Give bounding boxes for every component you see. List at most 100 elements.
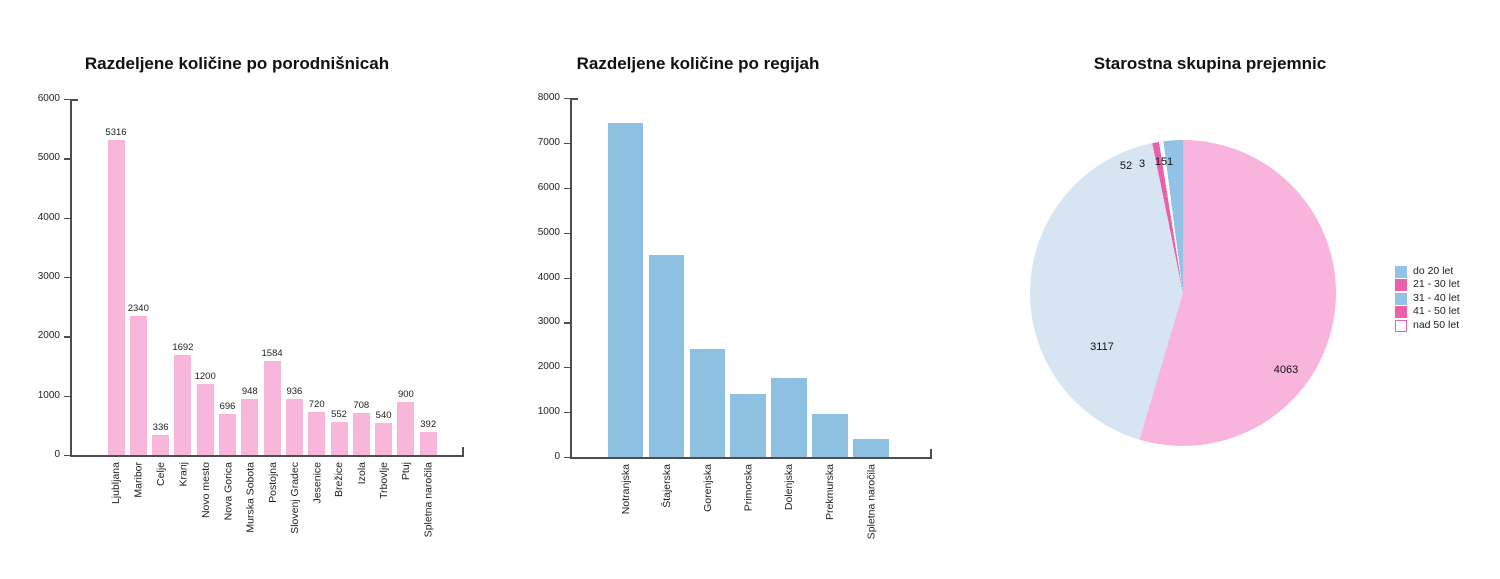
x-axis-label-text: Celje bbox=[155, 462, 168, 486]
y-tick bbox=[564, 322, 570, 324]
y-tick bbox=[564, 412, 570, 414]
y-tick-label: 2000 bbox=[537, 361, 560, 373]
y-tick bbox=[64, 277, 70, 279]
x-axis-label-text: Gorenjska bbox=[701, 464, 714, 512]
bar-plot-porodnisnice: 0 1000 2000 3000 4000 5000 6000 5316 Ljubljana 23… bbox=[0, 0, 510, 579]
y-tick-label: 0 bbox=[554, 451, 560, 462]
bar-slovenj-gradec bbox=[285, 399, 303, 455]
bar-value-label: 1200 bbox=[194, 370, 216, 382]
x-axis-label-text: Jesenice bbox=[311, 462, 324, 504]
y-tick-label: 6000 bbox=[537, 181, 560, 193]
bar-novo-mesto bbox=[196, 383, 214, 455]
bar-ljubljana bbox=[107, 139, 125, 455]
legend-label-nad-50-let: nad 50 let bbox=[1413, 318, 1460, 331]
bar-value-label: 552 bbox=[331, 409, 347, 421]
bar-value-label: 948 bbox=[241, 385, 258, 397]
bar-primorska bbox=[730, 393, 766, 457]
y-tick bbox=[564, 98, 570, 100]
y-tick-label: 6000 bbox=[37, 93, 60, 104]
chart-panel-starost: Starostna skupina prejemnic 4063 3117 52 3 1… bbox=[1000, 0, 1500, 579]
y-tick-label: 4000 bbox=[37, 211, 60, 223]
bar-jesenice bbox=[308, 412, 326, 455]
y-tick bbox=[564, 367, 570, 369]
legend-swatch-21-30-let bbox=[1395, 279, 1407, 292]
y-tick-label: 1000 bbox=[37, 389, 60, 401]
bar-value-label: 696 bbox=[219, 400, 236, 412]
y-tick bbox=[564, 142, 570, 145]
y-tick bbox=[64, 395, 70, 397]
y-tick-label: 0 bbox=[54, 449, 60, 460]
x-axis-end-cap bbox=[462, 447, 464, 457]
legend-label-do-20-let: do 20 let bbox=[1413, 265, 1454, 277]
legend-label-21-30-let: 21 - 30 let bbox=[1413, 278, 1460, 291]
pie-value-label-nad-50-let: 3 bbox=[1138, 158, 1146, 170]
legend-swatch-41-50-let bbox=[1395, 306, 1407, 319]
bar-tajerska bbox=[648, 254, 685, 457]
pie-value-label-do-20-let: 151 bbox=[1154, 156, 1174, 168]
pie-value-label-31-40-let: 3117 bbox=[1090, 341, 1114, 353]
bar-value-label: 540 bbox=[375, 409, 392, 421]
bar-value-label: 1692 bbox=[172, 341, 194, 353]
x-axis-label-text: Dolenjska bbox=[783, 464, 796, 511]
legend-label-31-40-let: 31 - 40 let bbox=[1413, 291, 1460, 304]
bar-spletna-naro-ila bbox=[419, 431, 437, 455]
x-axis-label-text: Postojna bbox=[266, 462, 279, 503]
pie-value-label-41-50-let: 52 bbox=[1119, 160, 1133, 172]
legend-swatch-31-40-let bbox=[1395, 292, 1407, 305]
y-axis bbox=[570, 98, 572, 457]
legend-swatch-nad-50-let bbox=[1395, 319, 1407, 332]
chart-panel-porodnisnice: Razdeljene količine po porodnišnicah 0 10… bbox=[0, 0, 510, 579]
x-axis-end-cap bbox=[930, 449, 932, 459]
bar-notranjska bbox=[607, 123, 644, 457]
x-axis-label-text: Nova Gorica bbox=[222, 462, 234, 521]
chart-title-porodnisnice: Razdeljene količine po porodnišnicah bbox=[84, 54, 390, 74]
bar-value-label: 2340 bbox=[127, 303, 149, 315]
legend-swatch-do-20-let bbox=[1395, 266, 1407, 278]
bar-ptuj bbox=[397, 401, 415, 455]
x-axis-label-text: Murska Sobota bbox=[244, 462, 257, 533]
x-axis-label-text: Notranjska bbox=[620, 464, 632, 515]
x-axis-label-text: Prekmurska bbox=[824, 464, 837, 521]
x-axis-label-text: Brežice bbox=[333, 462, 346, 498]
x-axis-label-text: Spletna naročila bbox=[422, 462, 435, 538]
y-tick bbox=[564, 232, 570, 234]
bar-izola bbox=[352, 412, 370, 455]
y-tick bbox=[64, 158, 70, 160]
y-tick-label: 5000 bbox=[37, 152, 60, 164]
bar-trbovlje bbox=[375, 422, 393, 455]
y-tick bbox=[64, 455, 70, 457]
bar-murska-sobota bbox=[241, 398, 259, 455]
bar-value-label: 708 bbox=[353, 399, 370, 411]
y-tick-label: 2000 bbox=[37, 330, 60, 342]
bar-kranj bbox=[174, 354, 192, 455]
bar-prekmurska bbox=[812, 414, 848, 457]
bar-value-label: 336 bbox=[152, 422, 169, 434]
bar-celje bbox=[152, 435, 170, 455]
x-axis-label-text: Trbovlje bbox=[378, 462, 391, 499]
pie-value-label-21-30-let: 4063 bbox=[1273, 364, 1299, 376]
y-tick-label: 3000 bbox=[537, 316, 560, 328]
x-axis-label-text: Ptuj bbox=[400, 462, 413, 481]
bar-dolenjska bbox=[771, 378, 807, 457]
y-axis bbox=[70, 99, 72, 455]
x-axis-label-text: Novo mesto bbox=[199, 462, 212, 519]
x-axis-label-text: Izola bbox=[355, 462, 368, 485]
pie-starostna-skupina bbox=[1030, 140, 1336, 446]
x-axis-label-text: Spletna naročila bbox=[865, 464, 878, 540]
chart-title-starost: Starostna skupina prejemnic bbox=[1093, 54, 1327, 74]
chart-panel-regije: Razdeljene količine po regijah 0 1000 2000… bbox=[510, 0, 970, 579]
bar-nova-gorica bbox=[219, 413, 236, 455]
x-axis-label-text: Štajerska bbox=[660, 464, 673, 508]
x-axis-label-text: Primorska bbox=[742, 464, 755, 512]
x-axis-label-text: Kranj bbox=[177, 462, 190, 487]
y-tick bbox=[64, 217, 70, 219]
y-tick-label: 3000 bbox=[37, 271, 60, 282]
y-tick-label: 1000 bbox=[537, 406, 560, 418]
bar-maribor bbox=[129, 316, 147, 455]
x-axis bbox=[70, 455, 464, 457]
bar-postojna bbox=[263, 361, 281, 455]
y-tick bbox=[564, 187, 570, 189]
pie-plot-starost: 4063 3117 52 3 151 do 20 let 21 - 30 let 31 - 4… bbox=[1000, 0, 1500, 579]
x-axis-label-text: Ljubljana bbox=[110, 462, 123, 505]
